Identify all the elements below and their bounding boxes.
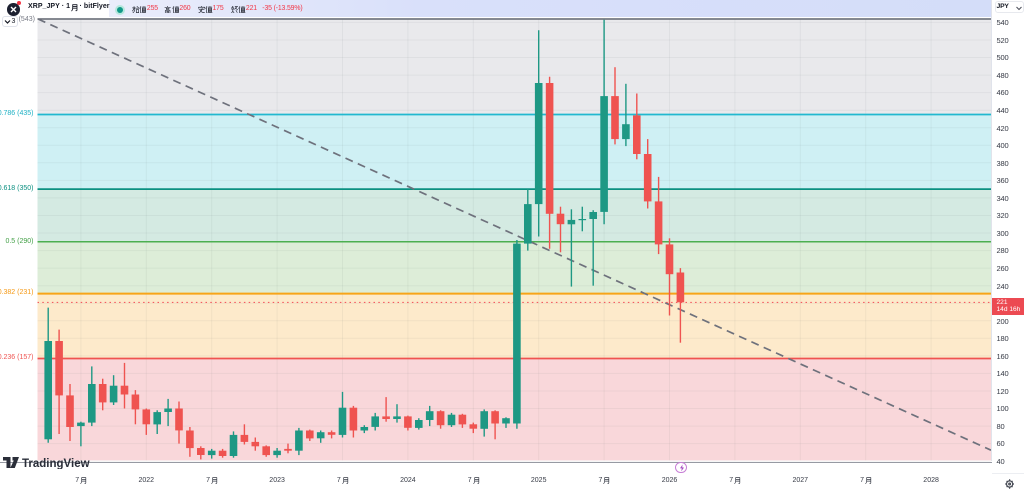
svg-text:TradingView: TradingView <box>22 458 90 469</box>
